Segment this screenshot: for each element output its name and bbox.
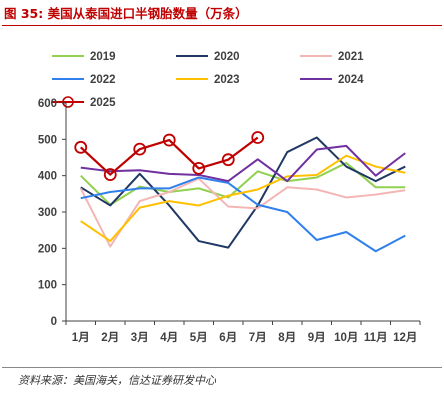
y-tick-label: 500 [38, 134, 57, 146]
legend-item-2020: 2020 [176, 51, 240, 63]
y-tick-label: 600 [38, 98, 57, 110]
x-tick-label: 11月 [364, 331, 388, 344]
source-note: 资料来源：美国海关，信达证券研发中心 [18, 374, 216, 387]
x-tick-label: 5月 [190, 331, 208, 344]
x-tick-label: 10月 [334, 331, 358, 344]
legend-item-2019: 2019 [52, 51, 116, 63]
y-tick-label: 300 [38, 207, 57, 219]
x-tick-label: 1月 [72, 331, 90, 344]
series-line-2022 [80, 176, 406, 253]
x-tick-label: 12月 [393, 331, 417, 344]
x-tick-label: 3月 [131, 331, 149, 344]
x-tick-label: 8月 [278, 331, 296, 344]
legend-label: 2021 [338, 51, 364, 63]
data-point-2025 [103, 168, 117, 181]
series-line-2021 [79, 177, 406, 248]
legend-label: 2024 [338, 74, 364, 86]
legend-label: 2019 [90, 51, 116, 63]
footer-divider [2, 367, 442, 368]
legend-label: 2020 [214, 51, 240, 63]
axes: 0 100 200 300 400 500 600 1月 2月 3月 4月 5月 6月 7月 8月 9月 10月… [38, 98, 421, 344]
legend-marker [62, 96, 74, 108]
series-line-2020 [80, 136, 406, 249]
legend-item-2023: 2023 [176, 74, 240, 86]
data-point-2025 [192, 161, 206, 175]
data-point-2025 [251, 131, 265, 144]
x-tick-label: 2月 [101, 331, 119, 344]
chart-title: 图 35: 美国从泰国进口半钢胎数量（万条） [4, 6, 248, 21]
y-tick-label: 400 [38, 171, 57, 183]
title-divider [2, 25, 442, 26]
data-point-2025 [133, 142, 147, 156]
legend-label: 2025 [90, 97, 116, 109]
y-tick-label: 200 [38, 243, 57, 255]
series-line-2023 [80, 154, 406, 243]
legend-item-2024: 2024 [300, 74, 364, 86]
legend-label: 2022 [90, 74, 116, 86]
x-tick-label: 7月 [249, 331, 267, 344]
y-tick-label: 100 [38, 280, 57, 292]
series-line-2025 [80, 136, 259, 176]
legend-item-2022: 2022 [52, 74, 116, 86]
data-point-2025 [74, 140, 88, 154]
x-tick-label: 4月 [160, 331, 178, 344]
x-tick-label: 6月 [219, 331, 237, 344]
legend-item-2021: 2021 [300, 51, 364, 63]
legend: 2019 2020 2021 2022 2023 2024 2025 [52, 51, 364, 109]
legend-item-2025: 2025 [52, 96, 116, 109]
y-tick-label: 0 [51, 316, 57, 328]
series-line-2024 [80, 144, 406, 183]
data-point-2025 [221, 153, 235, 167]
series-lines [74, 131, 406, 253]
x-tick-label: 9月 [308, 331, 326, 344]
data-point-2025 [162, 133, 176, 147]
legend-label: 2023 [214, 74, 240, 86]
